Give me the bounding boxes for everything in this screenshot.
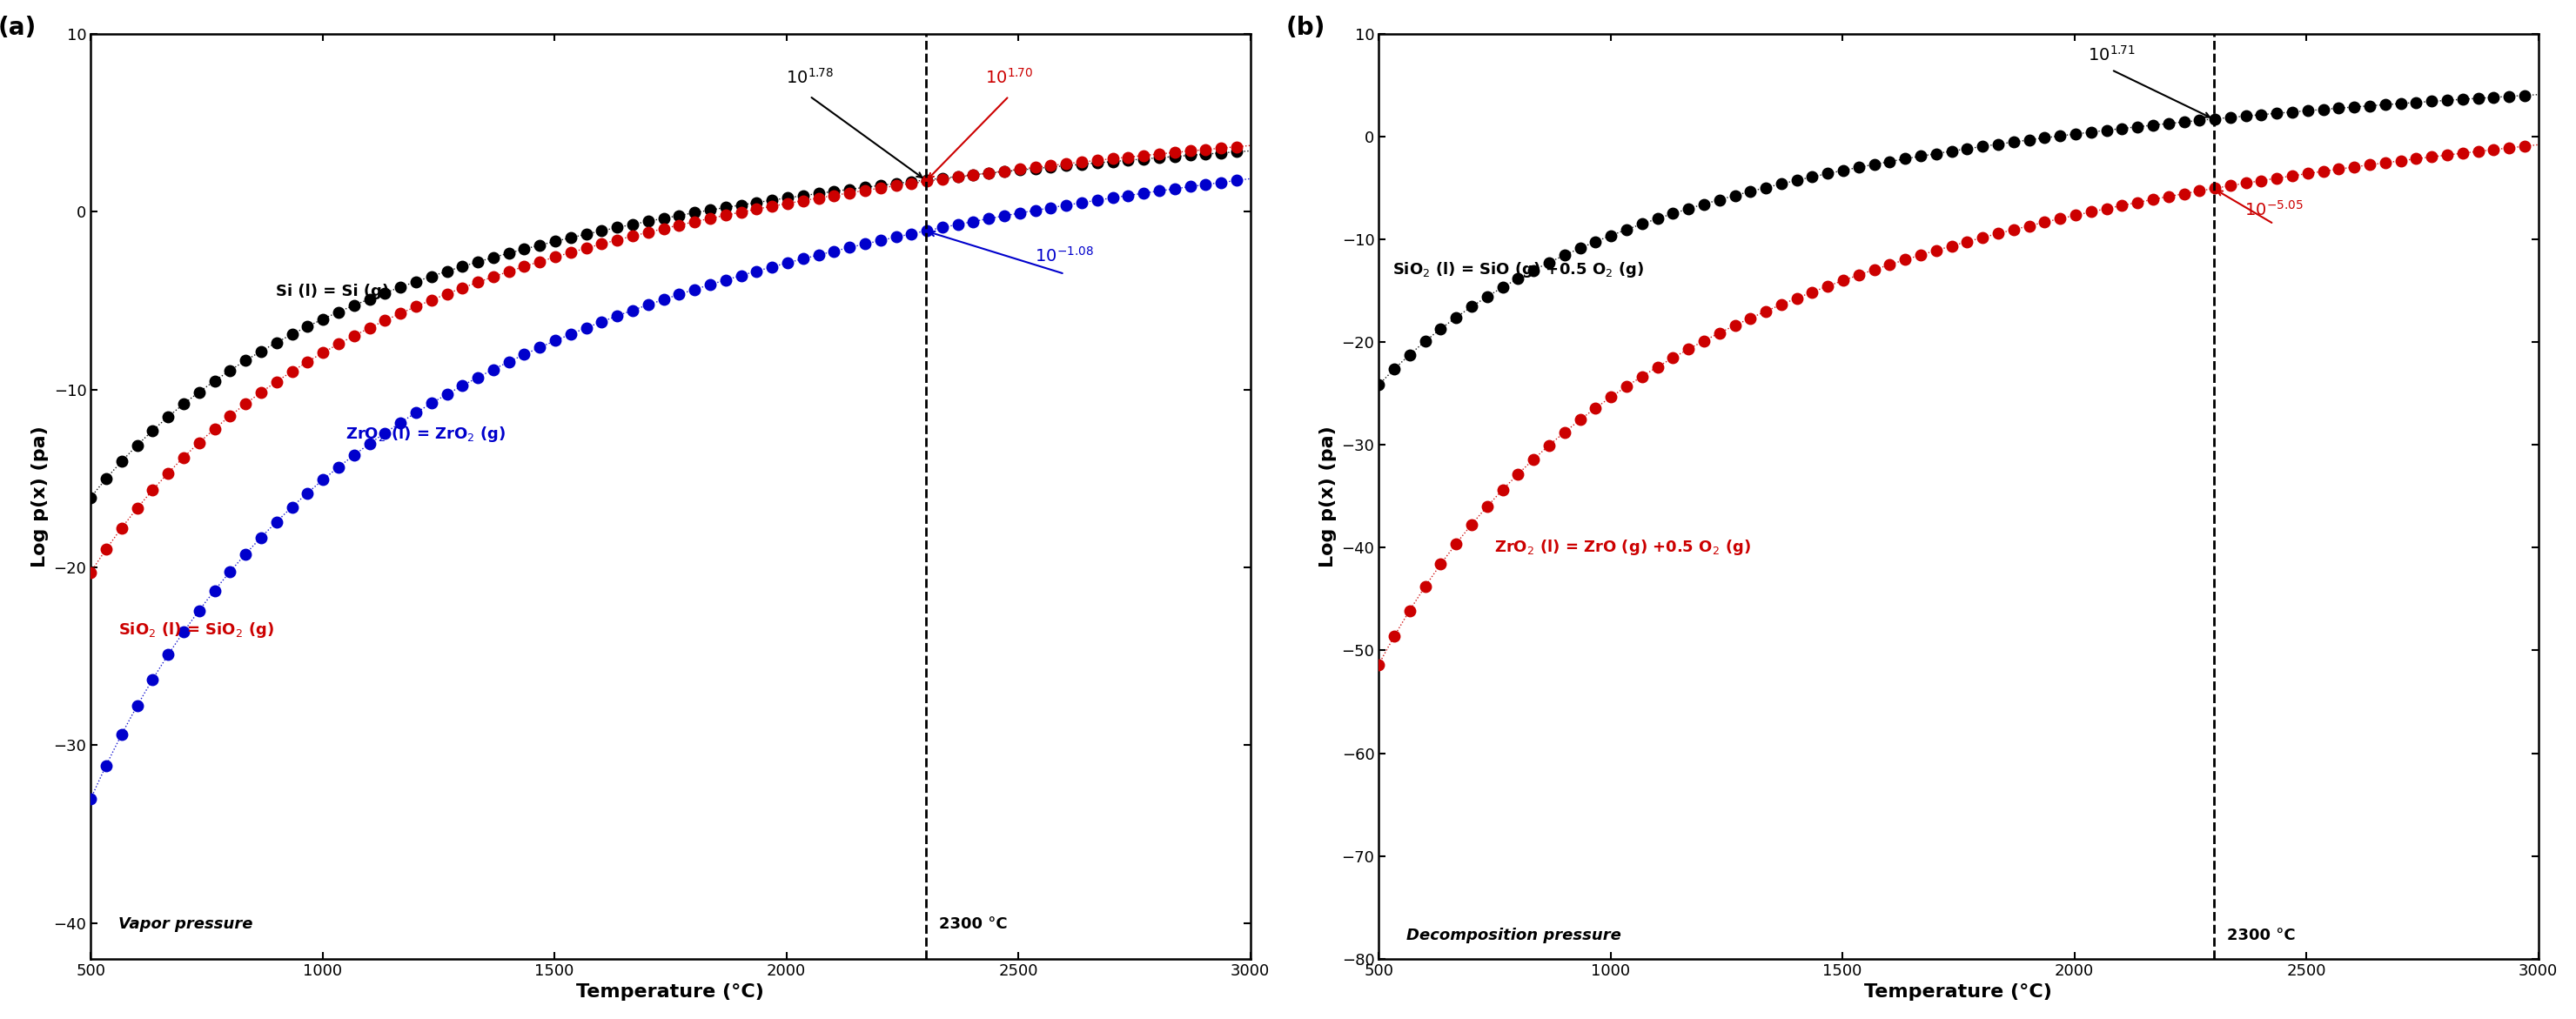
Text: 2300 °C: 2300 °C [940,916,1007,932]
Y-axis label: Log p(x) (pa): Log p(x) (pa) [1319,426,1337,568]
Y-axis label: Log p(x) (pa): Log p(x) (pa) [31,426,49,568]
Text: (a): (a) [0,15,36,40]
Text: $10^{1.78}$: $10^{1.78}$ [786,68,835,88]
Text: ZrO$_2$ (l) = ZrO (g) +0.5 O$_2$ (g): ZrO$_2$ (l) = ZrO (g) +0.5 O$_2$ (g) [1494,538,1752,557]
Text: $10^{-1.08}$: $10^{-1.08}$ [1036,246,1095,265]
Text: (b): (b) [1285,15,1327,40]
Text: SiO$_2$ (l) = SiO$_2$ (g): SiO$_2$ (l) = SiO$_2$ (g) [118,621,273,639]
Text: Vapor pressure: Vapor pressure [118,916,252,932]
Text: Decomposition pressure: Decomposition pressure [1406,927,1620,944]
Text: SiO$_2$ (l) = SiO (g) +0.5 O$_2$ (g): SiO$_2$ (l) = SiO (g) +0.5 O$_2$ (g) [1394,261,1643,280]
Text: Si (l) = Si (g): Si (l) = Si (g) [276,284,389,300]
Text: $10^{-5.05}$: $10^{-5.05}$ [2244,200,2303,219]
Text: ZrO$_2$ (l) = ZrO$_2$ (g): ZrO$_2$ (l) = ZrO$_2$ (g) [345,425,507,443]
X-axis label: Temperature (°C): Temperature (°C) [577,983,765,1001]
Text: $10^{1.70}$: $10^{1.70}$ [984,68,1033,88]
Text: 2300 °C: 2300 °C [2228,927,2295,944]
Text: $10^{1.71}$: $10^{1.71}$ [2087,46,2136,64]
X-axis label: Temperature (°C): Temperature (°C) [1865,983,2053,1001]
